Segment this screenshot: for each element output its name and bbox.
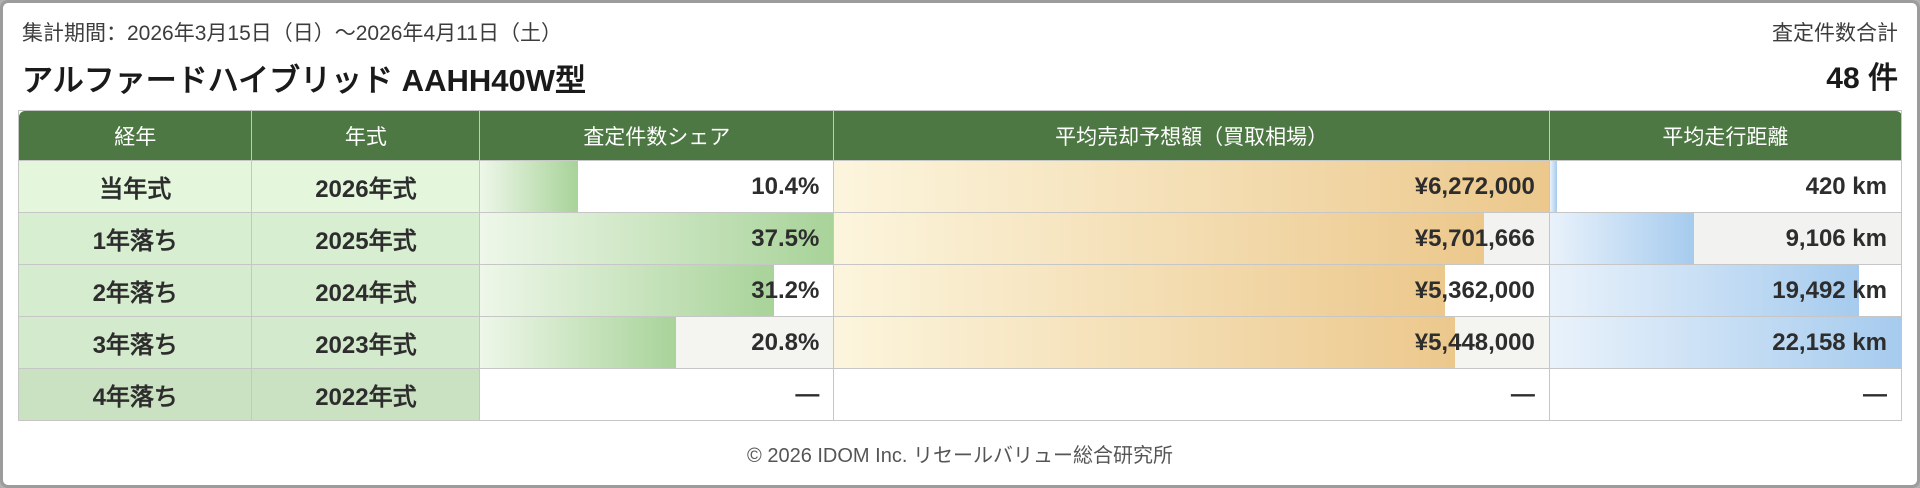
mileage-cell-value: 9,106 km (1785, 224, 1887, 252)
age-cell: 当年式 (17, 160, 253, 213)
report-header: 集計期間：2026年3月15日（日）～2026年4月11日（土） アルファードハ… (18, 3, 1902, 110)
share-cell-value: 31.2% (751, 276, 820, 304)
share-cell-value: 37.5% (751, 224, 820, 252)
mileage-cell: — (1548, 368, 1903, 421)
table-row: 1年落ち 2025年式 37.5% ¥5,701,666 9,106 km (17, 212, 1903, 265)
mileage-cell-value: — (1863, 380, 1887, 408)
report-header-left: 集計期間：2026年3月15日（日）～2026年4月11日（土） アルファードハ… (22, 17, 586, 100)
price-cell: ¥5,362,000 (833, 264, 1550, 317)
table-row: 3年落ち 2023年式 20.8% ¥5,448,000 22,158 km (17, 316, 1903, 369)
resale-value-table: 経年 年式 査定件数シェア 平均売却予想額（買取相場） 平均走行距離 当年式 2026年式… (17, 110, 1903, 421)
share-bar (480, 213, 834, 264)
column-header-avg-price: 平均売却予想額（買取相場） (833, 110, 1550, 161)
share-bar (480, 265, 774, 316)
total-count-label: 査定件数合計 (1772, 22, 1898, 45)
share-cell-value: — (795, 380, 820, 408)
mileage-cell: 9,106 km (1548, 212, 1903, 265)
share-cell: 10.4% (479, 160, 835, 213)
mileage-bar (1549, 161, 1557, 212)
mileage-cell: 22,158 km (1548, 316, 1903, 369)
price-cell: ¥5,701,666 (833, 212, 1550, 265)
model-year-cell: 2025年式 (251, 212, 481, 265)
price-cell: — (833, 368, 1550, 421)
mileage-bar (1549, 265, 1859, 316)
price-cell-value: ¥5,448,000 (1414, 328, 1535, 356)
mileage-bar (1549, 213, 1695, 264)
price-cell-value: ¥5,362,000 (1414, 276, 1535, 304)
model-year-cell: 2023年式 (251, 316, 481, 369)
share-cell-value: 10.4% (751, 172, 820, 200)
page-title: アルファードハイブリッド AAHH40W型 (22, 63, 586, 98)
price-bar (834, 161, 1549, 212)
table-row: 4年落ち 2022年式 — — — (17, 368, 1903, 421)
price-cell-value: — (1510, 380, 1535, 408)
column-header-model-year: 年式 (251, 110, 481, 161)
price-bar (834, 213, 1484, 264)
age-cell: 2年落ち (17, 264, 253, 317)
price-cell-value: ¥6,272,000 (1414, 172, 1535, 200)
share-cell: 37.5% (479, 212, 835, 265)
price-bar (834, 317, 1456, 368)
share-cell: 31.2% (479, 264, 835, 317)
mileage-cell-value: 19,492 km (1772, 276, 1887, 304)
copyright-text: © 2026 IDOM Inc. リセールバリュー総合研究所 (747, 445, 1173, 467)
share-bar (480, 317, 677, 368)
age-cell: 4年落ち (17, 368, 253, 421)
column-header-share: 査定件数シェア (479, 110, 835, 161)
age-cell: 3年落ち (17, 316, 253, 369)
share-cell: 20.8% (479, 316, 835, 369)
mileage-cell: 420 km (1548, 160, 1903, 213)
aggregation-period: 集計期間：2026年3月15日（日）～2026年4月11日（土） (22, 22, 562, 45)
share-bar (480, 161, 579, 212)
model-year-cell: 2024年式 (251, 264, 481, 317)
model-year-cell: 2022年式 (251, 368, 481, 421)
share-cell: — (479, 368, 835, 421)
price-bar (834, 265, 1446, 316)
table-row: 2年落ち 2024年式 31.2% ¥5,362,000 19,492 km (17, 264, 1903, 317)
mileage-cell-value: 420 km (1805, 172, 1887, 200)
price-cell-value: ¥5,701,666 (1414, 224, 1535, 252)
price-cell: ¥6,272,000 (833, 160, 1550, 213)
total-count-value: 48 件 (1826, 62, 1898, 95)
price-cell: ¥5,448,000 (833, 316, 1550, 369)
column-header-age: 経年 (17, 110, 253, 161)
age-cell: 1年落ち (17, 212, 253, 265)
table-header-row: 経年 年式 査定件数シェア 平均売却予想額（買取相場） 平均走行距離 (17, 110, 1903, 161)
mileage-bar (1549, 317, 1901, 368)
table-row: 当年式 2026年式 10.4% ¥6,272,000 420 km (17, 160, 1903, 213)
table-body: 当年式 2026年式 10.4% ¥6,272,000 420 km 1年落ち 2025年式… (17, 160, 1903, 421)
share-cell-value: 20.8% (751, 328, 820, 356)
report-header-right: 査定件数合計 48 件 (1772, 17, 1898, 97)
mileage-cell-value: 22,158 km (1772, 328, 1887, 356)
column-header-avg-mileage: 平均走行距離 (1548, 110, 1903, 161)
mileage-cell: 19,492 km (1548, 264, 1903, 317)
model-year-cell: 2026年式 (251, 160, 481, 213)
